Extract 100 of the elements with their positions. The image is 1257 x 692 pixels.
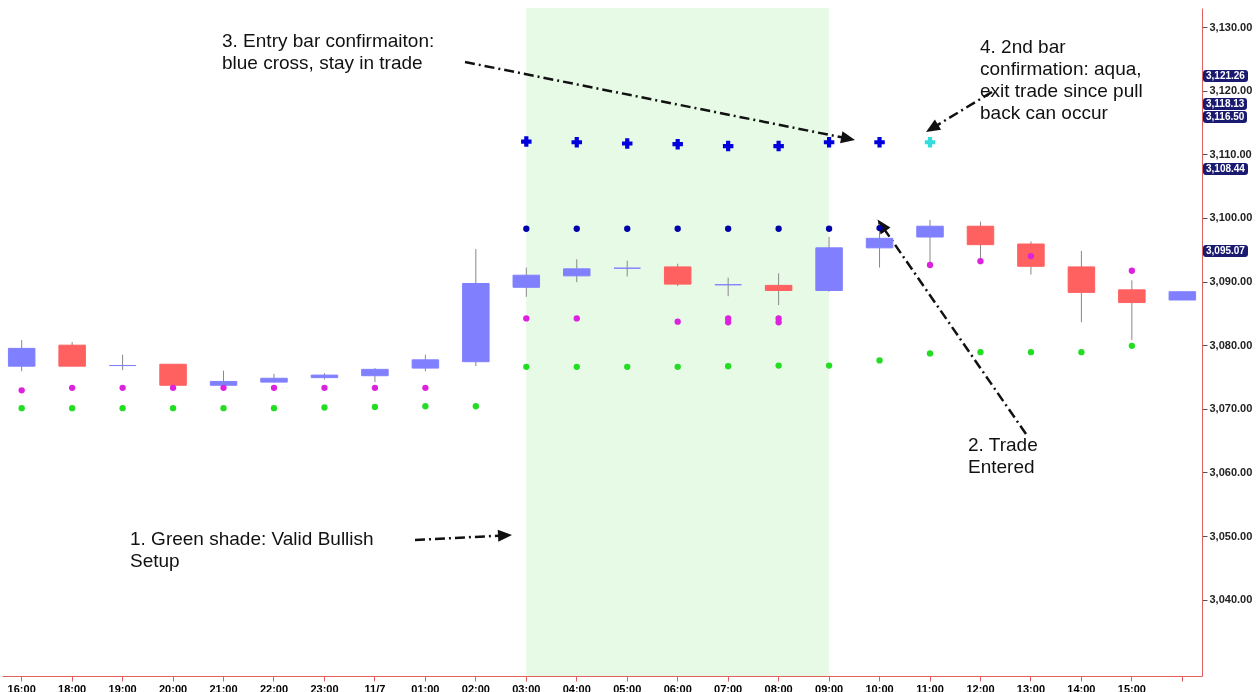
point [169,405,177,412]
x-tick-label: 15:00 [1117,682,1146,692]
point [523,225,530,232]
point [926,350,934,357]
point [874,136,885,148]
point [521,136,532,147]
x-tick-label: 21:00 [209,682,238,692]
candlestick [361,367,389,383]
point [371,403,379,411]
y-tick-label: 3,120.00 [1209,84,1253,97]
point [724,319,732,326]
point [825,225,833,232]
point [775,225,782,232]
text: 3,118.13 [1203,98,1248,110]
point [18,405,25,412]
point [674,225,681,232]
point [722,140,734,152]
text: 3,121.26 [1203,70,1248,82]
y-tick-label: 3,100.00 [1209,211,1253,224]
point [724,225,732,232]
point [876,357,883,364]
point [1027,349,1035,356]
point [775,362,782,369]
point [68,405,76,412]
point [422,403,429,410]
point [119,405,126,412]
annotation: 1. Green shade: Valid Bullish Setup [130,528,375,572]
x-tick-label: 20:00 [159,682,188,692]
point [472,403,480,410]
x-tick-label: 16:00 [7,682,36,692]
x-tick-label: 03:00 [512,682,541,692]
y-tick-label: 3,040.00 [1209,593,1253,606]
text: 3,116.50 [1203,111,1248,123]
point [321,384,328,391]
x-tick-label: 04:00 [562,682,591,692]
annotation: 2. Trade Entered [968,434,1039,478]
text: 3,108.44 [1203,163,1248,175]
x-tick-label: 11:00 [916,682,944,692]
y-tick-label: 3,070.00 [1209,402,1253,415]
y-tick-label: 3,130.00 [1209,20,1253,33]
point [68,384,76,391]
point [220,405,227,412]
point [119,384,126,391]
point [321,404,328,411]
y-tick-label: 3,060.00 [1209,465,1253,478]
x-tick-label: 13:00 [1016,682,1045,692]
point [823,136,835,148]
x-tick-label: 14:00 [1067,682,1096,692]
x-tick-label: 19:00 [108,682,137,692]
x-tick-label: 10:00 [865,682,894,692]
point [523,315,530,322]
text: 3,095.07 [1203,245,1248,257]
x-tick-label: 08:00 [764,682,793,692]
x-tick-label: 12:00 [966,682,995,692]
y-tick-label: 3,110.00 [1209,147,1252,160]
x-tick-label: 18:00 [58,682,87,692]
annotation: 4. 2nd bar confirmation: aqua, exit trade since pull back can occur [980,36,1144,124]
point [523,363,530,370]
point [825,362,833,369]
point [624,225,631,232]
point [876,224,883,232]
x-tick-label: 01:00 [411,682,440,692]
point [672,138,683,150]
y-tick-label: 3,050.00 [1209,529,1253,542]
y-tick-label: 3,080.00 [1209,338,1253,351]
point [270,384,278,391]
point [422,384,429,391]
x-tick-label: 02:00 [461,682,490,692]
point [674,318,681,325]
candlestick [108,354,137,371]
point [926,261,934,269]
point [169,384,177,391]
point [571,136,583,148]
point [270,405,278,412]
point [573,315,580,322]
y-tick-label: 3,090.00 [1209,275,1253,288]
point [573,225,580,232]
point [773,140,784,152]
candlestick [764,272,793,306]
point [1078,349,1085,356]
point [371,384,379,391]
point [977,349,984,356]
x-tick-label: 07:00 [714,682,743,692]
x-tick-label: 05:00 [613,682,642,692]
point [621,138,633,149]
x-tick-label: 09:00 [815,682,844,692]
x-tick-label: 22:00 [259,682,289,692]
point [18,387,25,394]
point [573,363,580,370]
point [924,136,936,148]
point [220,384,227,391]
point [724,363,732,370]
point [624,363,631,370]
x-tick-label: 06:00 [663,682,692,692]
point [977,258,984,265]
point [1128,342,1136,349]
point [775,319,782,326]
point [674,363,681,370]
annotation: 3. Entry bar confirmaiton: blue cross, stay in trade [222,30,436,74]
x-tick-label: 23:00 [310,682,339,692]
